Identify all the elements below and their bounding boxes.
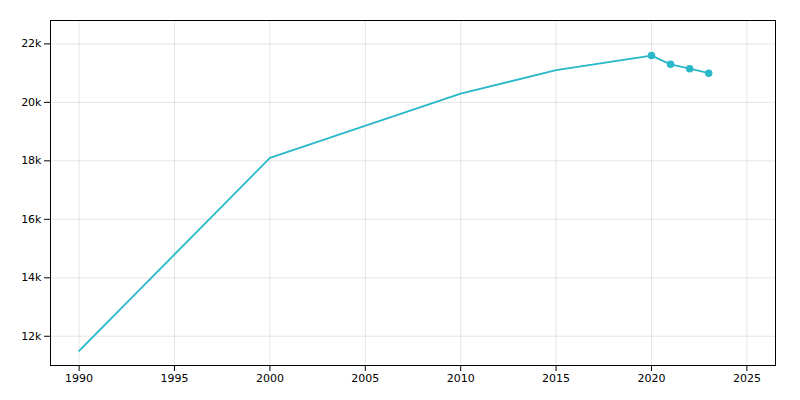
svg-text:2005: 2005: [351, 372, 379, 385]
svg-text:2000: 2000: [256, 372, 284, 385]
svg-text:18k: 18k: [21, 154, 42, 167]
svg-text:22k: 22k: [21, 37, 42, 50]
svg-text:2015: 2015: [542, 372, 570, 385]
svg-text:20k: 20k: [21, 96, 42, 109]
svg-text:1995: 1995: [161, 372, 189, 385]
svg-text:16k: 16k: [21, 213, 42, 226]
svg-text:2025: 2025: [733, 372, 761, 385]
svg-text:2020: 2020: [637, 372, 665, 385]
svg-text:14k: 14k: [21, 271, 42, 284]
svg-text:2010: 2010: [447, 372, 475, 385]
svg-text:1990: 1990: [65, 372, 93, 385]
svg-text:12k: 12k: [21, 330, 42, 343]
